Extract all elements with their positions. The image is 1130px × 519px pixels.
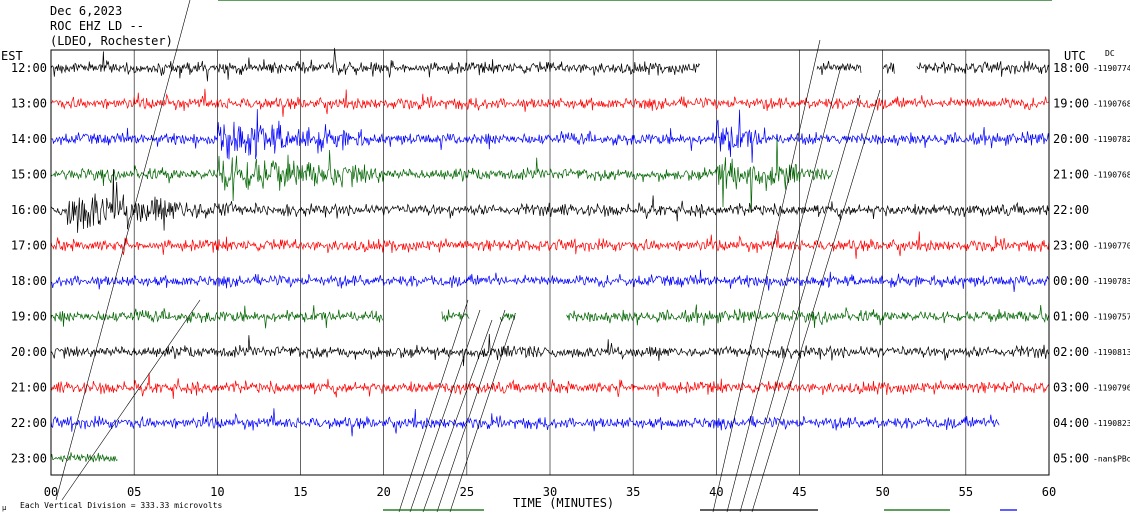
dc-offset-label: -1190823	[1093, 419, 1130, 428]
grid-layer	[50, 50, 1050, 475]
utc-label: 20:00	[1053, 132, 1089, 146]
utc-label: 03:00	[1053, 381, 1089, 395]
x-tick-label: 00	[44, 485, 58, 499]
diagonal-artifact-line	[398, 299, 469, 513]
utc-label: 02:00	[1053, 345, 1089, 359]
corner-mark: μ	[2, 504, 7, 512]
utc-label: 23:00	[1053, 239, 1089, 253]
est-label: 15:00	[11, 168, 47, 182]
utc-label: 04:00	[1053, 416, 1089, 430]
dc-offset-label: -1190783	[1093, 277, 1130, 286]
x-tick-label: 20	[376, 485, 390, 499]
dc-offset-label: -1190757	[1093, 313, 1130, 322]
dc-offset-label: -1190782	[1093, 135, 1130, 144]
utc-label: 01:00	[1053, 310, 1089, 324]
header-date: Dec 6,2023	[50, 4, 122, 18]
diagonal-artifact-line	[409, 309, 481, 513]
seismic-trace	[50, 230, 1050, 259]
est-label: 18:00	[11, 274, 47, 288]
scale-note: Each Vertical Division = 333.33 microvol…	[20, 501, 222, 510]
dc-label: DC	[1105, 49, 1115, 58]
x-tick-label: 35	[626, 485, 640, 499]
seismic-trace	[50, 372, 1050, 399]
diagonal-artifact-line	[712, 39, 821, 513]
est-label: 19:00	[11, 310, 47, 324]
x-tick-label: 60	[1042, 485, 1056, 499]
utc-label: 00:00	[1053, 274, 1089, 288]
diagonal-artifact-line	[61, 299, 201, 501]
est-label: 14:00	[11, 132, 47, 146]
utc-label: 19:00	[1053, 97, 1089, 111]
traces-layer	[50, 47, 1050, 463]
x-tick-label: 45	[792, 485, 806, 499]
utc-label: 18:00	[1053, 61, 1089, 75]
diagonal-artifact-line	[739, 94, 861, 513]
seismic-trace	[50, 452, 118, 463]
x-tick-label: 30	[543, 485, 557, 499]
diagonal-artifact-line	[449, 314, 516, 513]
dc-offset-label: -1190774	[1093, 64, 1130, 73]
x-tick-label: 25	[460, 485, 474, 499]
est-label: 16:00	[11, 203, 47, 217]
utc-label: 22:00	[1053, 203, 1089, 217]
seismic-trace	[50, 137, 834, 214]
seismic-trace	[50, 47, 1050, 82]
x-tick-label: 50	[875, 485, 889, 499]
est-label: 12:00	[11, 61, 47, 75]
est-label: 22:00	[11, 416, 47, 430]
dc-offset-label: -1190813	[1093, 348, 1130, 357]
dc-offset-label: -1190768	[1093, 100, 1130, 109]
seismic-trace	[50, 304, 1050, 329]
dc-offset-label: -1190770	[1093, 242, 1130, 251]
leftover-trace-layer	[55, 0, 1052, 513]
est-label: 20:00	[11, 345, 47, 359]
seismic-trace	[50, 88, 1050, 117]
diagonal-artifact-line	[726, 69, 841, 513]
est-label: 13:00	[11, 97, 47, 111]
row-labels: 12:00 18:00 -1190774 13:00 19:00 -1190768 14:0…	[11, 61, 1130, 466]
est-label: 17:00	[11, 239, 47, 253]
diagonal-artifact-line	[751, 89, 881, 513]
header-station: ROC EHZ LD --	[50, 19, 144, 33]
seismic-trace	[50, 169, 1050, 233]
utc-label: 21:00	[1053, 168, 1089, 182]
plot-frame	[50, 49, 1050, 476]
x-tick-labels: 00 05 10 15 20 25 30 35 40 45 50 55 60	[44, 485, 1056, 499]
diagonal-artifact-line	[55, 0, 191, 501]
x-tick-label: 40	[709, 485, 723, 499]
dc-offset-label: -nan$PBd	[1093, 455, 1130, 464]
header-network: (LDEO, Rochester)	[50, 34, 173, 48]
x-tick-label: 15	[293, 485, 307, 499]
right-axis-title: UTC	[1064, 49, 1086, 63]
utc-label: 05:00	[1053, 452, 1089, 466]
x-tick-label: 05	[127, 485, 141, 499]
x-axis-label: TIME (MINUTES)	[513, 496, 614, 510]
x-tick-label: 10	[210, 485, 224, 499]
diagonal-artifact-line	[436, 309, 506, 513]
seismic-trace	[50, 269, 1050, 293]
seismic-trace	[50, 408, 1000, 437]
dc-offset-label: -1190796	[1093, 384, 1130, 393]
x-tick-label: 55	[959, 485, 973, 499]
seismic-trace	[50, 109, 1050, 163]
seismic-trace	[50, 333, 1050, 367]
dc-offset-label: -1190768	[1093, 171, 1130, 180]
est-label: 23:00	[11, 452, 47, 466]
left-axis-title: EST	[1, 49, 23, 63]
diagonal-artifact-line	[422, 319, 493, 513]
est-label: 21:00	[11, 381, 47, 395]
